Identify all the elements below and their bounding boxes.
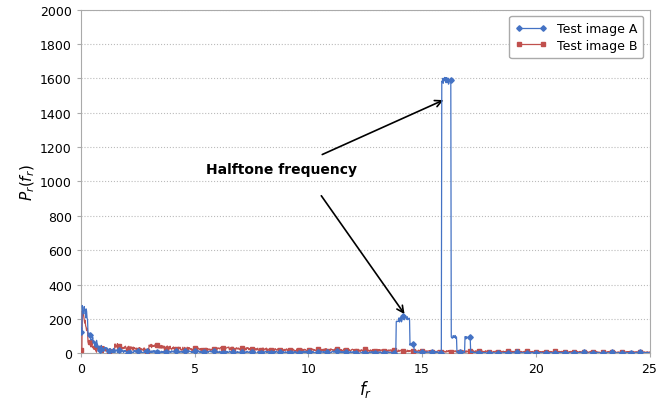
Test image A — [135, 351, 143, 356]
Test image B — [99, 351, 107, 356]
Test image B — [77, 348, 85, 353]
Test image B — [646, 350, 654, 355]
Test image A — [441, 76, 449, 81]
Test image B — [269, 349, 277, 354]
Test image A — [376, 349, 384, 354]
Text: Halftone frequency: Halftone frequency — [206, 163, 357, 177]
Line: Test image B: Test image B — [79, 310, 652, 355]
Test image A — [388, 350, 396, 355]
Test image B — [377, 348, 385, 353]
Y-axis label: $P_r(f_r)$: $P_r(f_r)$ — [19, 164, 37, 200]
X-axis label: $f_r$: $f_r$ — [359, 378, 372, 399]
Test image B — [153, 345, 161, 350]
Test image A — [173, 349, 181, 354]
Test image B — [78, 309, 86, 314]
Test image A — [324, 350, 332, 355]
Test image A — [646, 351, 654, 356]
Test image A — [152, 349, 160, 354]
Legend: Test image A, Test image B: Test image A, Test image B — [509, 17, 643, 59]
Test image A — [77, 330, 85, 335]
Test image A — [269, 349, 277, 354]
Test image B — [389, 349, 396, 354]
Test image B — [324, 348, 332, 353]
Test image B — [174, 346, 182, 351]
Line: Test image A: Test image A — [79, 76, 652, 356]
